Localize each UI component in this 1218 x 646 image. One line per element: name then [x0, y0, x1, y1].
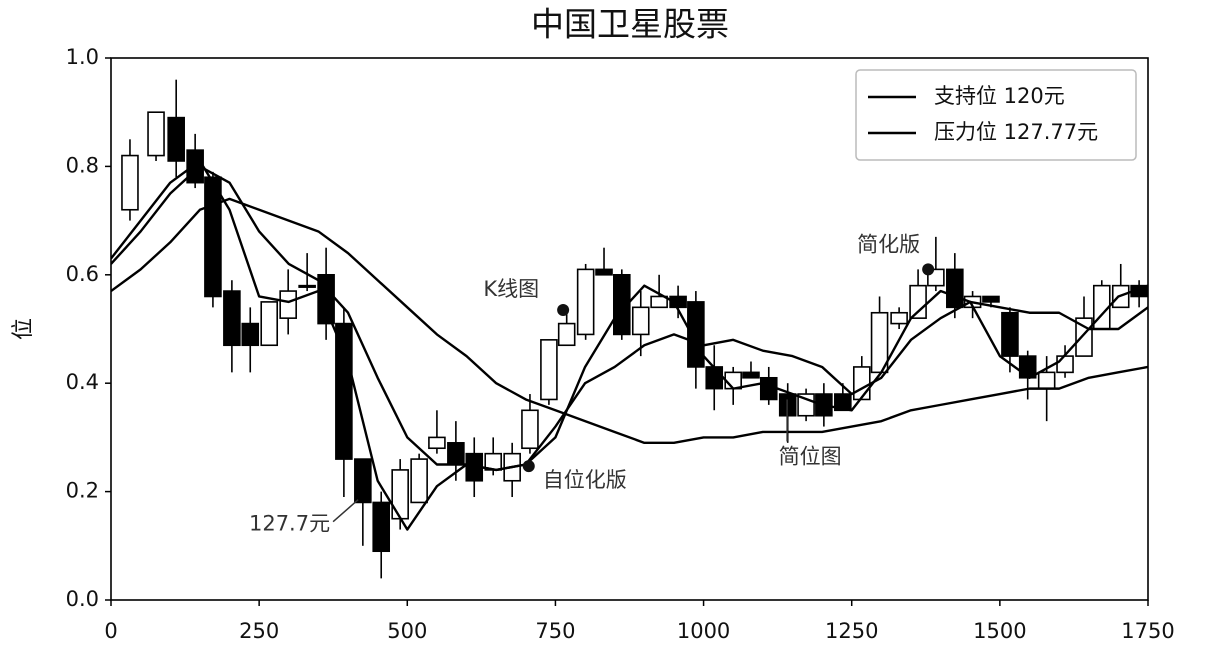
candle-body: [298, 284, 316, 288]
annotation-text: 简位图: [779, 444, 842, 468]
candle-body: [391, 469, 409, 520]
x-tick-label: 0: [104, 619, 117, 643]
candle-body: [870, 311, 889, 374]
candle-body: [909, 284, 927, 319]
plot-area: [111, 79, 1148, 579]
y-tick-label: 0.6: [66, 262, 99, 286]
candle-body: [204, 176, 222, 298]
annotation-point: [922, 263, 935, 276]
x-tick-label: 1250: [825, 619, 878, 643]
candle-body: [834, 393, 852, 412]
legend-label: 压力位 127.77元: [934, 120, 1098, 144]
candle-body: [121, 154, 139, 211]
candle-body: [260, 301, 279, 347]
candle-body: [631, 306, 650, 336]
plot-frame: [110, 57, 1149, 601]
candle-body: [540, 339, 558, 401]
y-tick-label: 0.0: [66, 587, 99, 611]
y-tick-label: 0.4: [66, 370, 99, 394]
x-tick-label: 1000: [677, 619, 730, 643]
legend-box: [855, 69, 1137, 161]
x-tick-label: 500: [387, 619, 427, 643]
x-tick-label: 1750: [1121, 619, 1174, 643]
candle-body: [354, 458, 372, 504]
candle-body: [410, 458, 428, 504]
annotation-leader: [332, 499, 359, 523]
candle-body: [982, 295, 1000, 303]
candle-body: [428, 436, 446, 450]
annotation-point: [522, 460, 535, 473]
candle-body: [595, 268, 613, 276]
candle-body: [946, 268, 964, 309]
candle-body: [521, 409, 539, 450]
candle-body: [1056, 355, 1074, 374]
candle-body: [650, 295, 668, 309]
candle-body: [724, 371, 743, 390]
candle-body: [576, 268, 595, 336]
candle-body: [705, 366, 724, 390]
series-line: [111, 159, 1148, 531]
annotation-text: 自位化版: [543, 468, 627, 492]
candle-body: [447, 442, 465, 466]
candle-body: [742, 371, 760, 379]
annotation-text: 127.7元: [249, 512, 330, 536]
candle-body: [687, 301, 705, 368]
annotation-point: [557, 304, 570, 317]
candle-body: [852, 366, 871, 401]
candle-body: [372, 501, 391, 553]
candle-body: [241, 322, 260, 347]
series-line: [111, 165, 1148, 472]
annotation-text: 简化版: [857, 232, 920, 256]
annotation-text: K线图: [483, 277, 539, 301]
x-tick-label: 750: [535, 619, 575, 643]
x-tick-label: 250: [239, 619, 279, 643]
series-line: [111, 197, 1148, 445]
chart-title: 中国卫星股票: [531, 5, 729, 44]
y-tick-label: 0.2: [66, 479, 99, 503]
legend-label: 支持位 120元: [934, 84, 1065, 108]
candle-body: [890, 311, 908, 325]
candle-body: [612, 273, 631, 336]
candle-body: [223, 290, 241, 347]
candle-body: [1001, 311, 1019, 357]
y-axis-label: 位: [11, 318, 36, 340]
x-tick-label: 1500: [973, 619, 1026, 643]
y-tick-label: 0.8: [66, 153, 99, 177]
candle-body: [557, 322, 576, 347]
candle-body: [1037, 371, 1056, 390]
candle-body: [279, 290, 297, 319]
candle-body: [147, 111, 165, 157]
candle-body: [167, 116, 185, 162]
y-tick-label: 1.0: [66, 45, 99, 69]
candle-body: [335, 322, 353, 460]
